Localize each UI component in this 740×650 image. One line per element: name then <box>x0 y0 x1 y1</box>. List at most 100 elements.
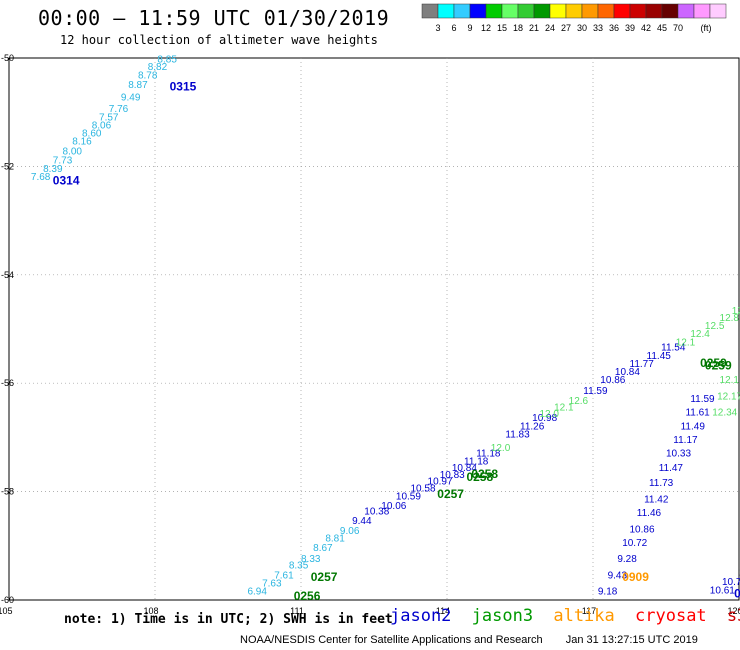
pass-time-label: 0259 <box>705 359 732 373</box>
swh-value-label: 7.61 <box>274 570 294 581</box>
colorbar-label: (ft) <box>701 23 712 33</box>
pass-time-label: 0909 <box>622 570 649 584</box>
pass-time-label: 0 <box>734 586 740 600</box>
legend-s3a: s3a <box>726 606 740 626</box>
swh-value-label: 11.17 <box>673 435 698 446</box>
swh-value-label: 8.00 <box>63 146 83 157</box>
legend-jason3: jason3 <box>471 606 534 626</box>
colorbar-label: 18 <box>513 23 523 33</box>
credit-text: NOAA/NESDIS Center for Satellite Applica… <box>240 634 543 646</box>
swh-value-label: 12.0 <box>491 443 511 454</box>
pass-time-label: 0259 <box>700 356 727 370</box>
satellite-legend: jason2 jason3 altika cryosat s3a <box>390 606 740 626</box>
swh-value-label: 8.06 <box>92 120 112 131</box>
x-tick-label: 111 <box>290 606 304 616</box>
swh-value-label: 10.59 <box>396 492 421 503</box>
colorbar-label: 30 <box>577 23 587 33</box>
swh-value-label: 12.1 <box>554 402 574 413</box>
colorbar-label: 24 <box>545 23 555 33</box>
colorbar-label: 42 <box>641 23 651 33</box>
swh-value-label: 8.33 <box>301 554 321 565</box>
pass-time-label: 0257 <box>437 487 464 501</box>
x-tick-label: 117 <box>582 606 596 616</box>
swh-value-label: 11.18 <box>464 457 489 468</box>
swh-value-label: 10.86 <box>600 375 625 386</box>
swh-value-label: 11.59 <box>690 394 715 405</box>
swh-value-label: 11.42 <box>644 494 669 505</box>
swh-value-label: 7.76 <box>109 104 129 115</box>
x-tick-label: 120 <box>727 606 740 616</box>
swh-value-label: 8.35 <box>289 561 309 572</box>
swh-value-label: 10.58 <box>411 484 436 495</box>
swh-value-label: 11.77 <box>630 359 655 370</box>
swh-value-label: 9.06 <box>340 526 360 537</box>
swh-value-label: 12.1 <box>676 337 696 348</box>
swh-value-label: 9.44 <box>352 516 372 527</box>
wave-height-map: 105 108 111 114 117 120 -50 -52 -54 -56 -58 -60 7.68… <box>0 53 740 616</box>
y-tick-label: -56 <box>1 378 14 388</box>
colorbar-label: 15 <box>497 23 507 33</box>
swh-value-label: 10.72 <box>622 538 647 549</box>
pass-time-label: 0315 <box>170 80 197 94</box>
swh-value-label: 10.75 <box>722 577 740 588</box>
swh-value-label: 10.86 <box>630 524 655 535</box>
colorbar-label: 9 <box>467 23 472 33</box>
legend-cryosat: cryosat <box>635 606 707 626</box>
swh-value-label: 10.83 <box>440 470 465 481</box>
swh-value-label: 8.67 <box>313 543 333 554</box>
y-tick-label: -60 <box>1 595 14 605</box>
swh-value-label: 7.63 <box>262 578 282 589</box>
swh-value-label: 8.85 <box>157 54 177 65</box>
generated-timestamp: Jan 31 13:27:15 UTC 2019 <box>565 634 698 646</box>
swh-value-label: 11.61 <box>685 408 710 419</box>
swh-value-label: 10.84 <box>452 463 477 474</box>
x-tick-label: 105 <box>0 606 13 616</box>
swh-value-label: 8.60 <box>82 129 102 140</box>
swh-value-label: 12.34 <box>712 408 737 419</box>
colorbar-label: 33 <box>593 23 603 33</box>
swh-value-label: 11.83 <box>505 429 530 440</box>
pass-time-label: 0314 <box>53 173 80 187</box>
swh-value-label: 11.47 <box>659 463 684 474</box>
swh-value-label: 11.45 <box>647 351 672 362</box>
colorbar-label: 27 <box>561 23 571 33</box>
legend-jason2: jason2 <box>390 606 452 626</box>
plot-frame <box>8 57 740 601</box>
credit-line: NOAA/NESDIS Center for Satellite Applica… <box>240 634 698 646</box>
colorbar-label: 3 <box>435 23 440 33</box>
swh-value-label: 11.73 <box>649 478 674 489</box>
swh-value-label: 10.84 <box>615 367 640 378</box>
swh-value-label: 8.81 <box>325 533 345 544</box>
colorbar-label: 21 <box>529 23 539 33</box>
swh-value-label: 11.59 <box>583 386 608 397</box>
swh-value-label: 12.0 <box>539 409 559 420</box>
swh-value-label: 6.94 <box>247 587 267 598</box>
pass-time-label: 0257 <box>311 570 338 584</box>
swh-value-label: 11.49 <box>681 421 706 432</box>
swh-value-label: 10.33 <box>666 448 691 459</box>
y-tick-label: -54 <box>1 270 14 280</box>
chart-subtitle: 12 hour collection of altimeter wave hei… <box>60 33 378 47</box>
swh-value-label: 12.6 <box>569 396 589 407</box>
swh-value-label: 7.68 <box>31 172 51 183</box>
pass-time-label: 0258 <box>471 467 498 481</box>
swh-value-label: 11.54 <box>661 343 686 354</box>
legend-altika: altika <box>553 606 615 626</box>
swh-value-label: 7.73 <box>53 156 73 167</box>
swh-value-label: 12.6 <box>732 306 740 317</box>
swh-value-label: 9.43 <box>608 570 628 581</box>
colorbar-label: 36 <box>609 23 619 33</box>
units-note: note: 1) Time is in UTC; 2) SWH is in fe… <box>64 612 393 627</box>
y-tick-label: -58 <box>1 487 14 497</box>
pass-time-label: 0258 <box>466 470 493 484</box>
swh-value-label: 12.17 <box>717 391 740 402</box>
pass-time-label: 0256 <box>294 589 321 603</box>
swh-value-label: 9.18 <box>598 587 618 598</box>
y-tick-label: -52 <box>1 161 14 171</box>
x-tick-label: 114 <box>436 606 450 616</box>
colorbar-label: 12 <box>481 23 491 33</box>
swh-value-label: 10.97 <box>428 477 453 488</box>
chart-title: 00:00 — 11:59 UTC 01/30/2019 <box>38 6 390 30</box>
swh-value-label: 12.1 <box>720 375 740 386</box>
